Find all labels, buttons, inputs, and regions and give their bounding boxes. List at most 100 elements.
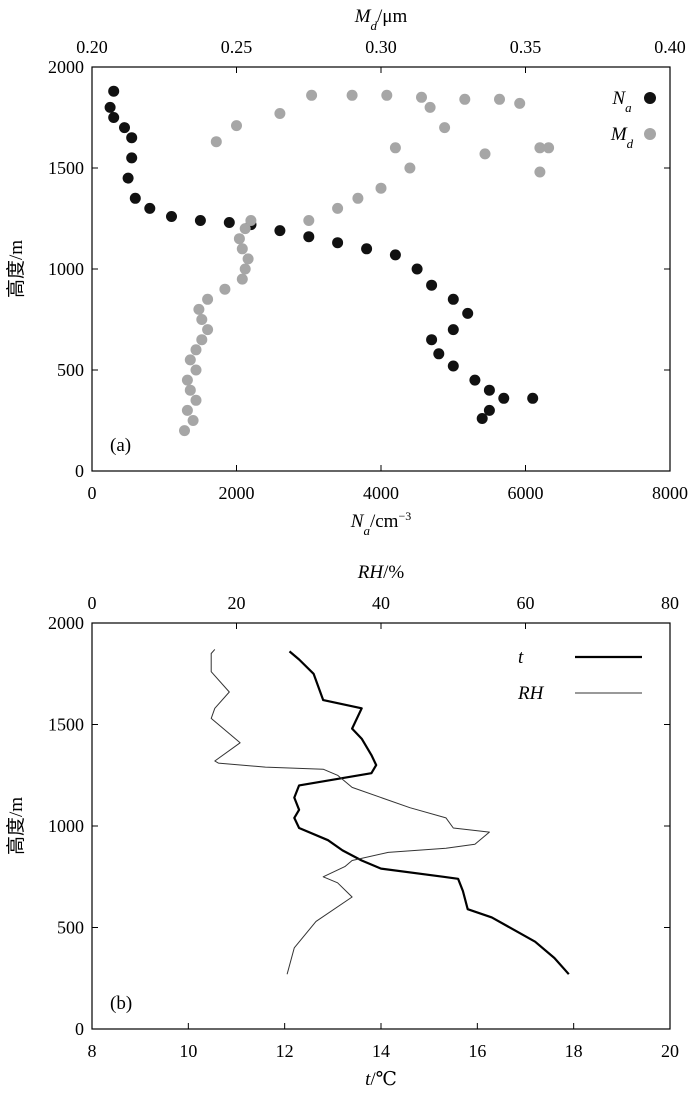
panel-a-panel-label: (a) bbox=[110, 435, 131, 456]
panel-a-series-na-point bbox=[274, 225, 286, 237]
panel-a-series-md-point bbox=[184, 354, 196, 366]
panel-a-series-md-point bbox=[479, 148, 491, 160]
panel-a-legend-subscript: a bbox=[625, 100, 632, 115]
panel-a-x-top-axis-subscript: d bbox=[371, 18, 378, 33]
panel-b-x-bottom-tick-label: 16 bbox=[468, 1041, 486, 1061]
panel-a-series-na-point bbox=[166, 211, 177, 222]
panel-a-x-bottom-axis-symbol: N bbox=[350, 511, 365, 532]
panel-a-series-na-point bbox=[447, 293, 459, 305]
panel-b-x-top-tick-label: 60 bbox=[517, 593, 535, 613]
panel-a-series-md-point bbox=[494, 93, 505, 105]
panel-a-series-md bbox=[179, 89, 555, 437]
panel-b-x-top-axis-unit: /% bbox=[383, 562, 404, 583]
panel-b-x-bottom-tick-label: 10 bbox=[179, 1041, 197, 1061]
panel-a-y-tick-label: 2000 bbox=[48, 57, 84, 77]
panel-a-series-md-point bbox=[231, 120, 242, 132]
panel-a-series-md-point bbox=[187, 415, 199, 426]
panel-a-x-bottom-tick-label: 2000 bbox=[219, 483, 255, 503]
panel-a-y-tick-label: 500 bbox=[57, 360, 84, 380]
panel-b-legend-label: RH bbox=[517, 683, 545, 704]
panel-b-plot-frame bbox=[91, 622, 671, 1030]
panel-a-x-top-axis-symbol: M bbox=[354, 6, 372, 27]
panel-b-x-top-axis-label: RH/% bbox=[357, 562, 405, 583]
panel-a-series-md-point bbox=[242, 253, 254, 265]
panel-a-legend-label: Na bbox=[611, 88, 632, 115]
panel-a-series-na-point bbox=[104, 101, 116, 113]
panel-a-x-top-tick-label: 0.25 bbox=[221, 37, 253, 57]
panel-b-legend-label: t bbox=[518, 647, 524, 668]
panel-a-series-md-point bbox=[236, 273, 248, 285]
panel-a-legend-label: Md bbox=[610, 124, 634, 151]
panel-a-series-md-point bbox=[184, 384, 196, 396]
panel-b-x-top-tick-label: 0 bbox=[88, 593, 97, 613]
panel-a-series-na-point bbox=[462, 307, 474, 319]
panel-a-series-md-point bbox=[239, 223, 251, 235]
panel-a-series-na-point bbox=[303, 231, 315, 243]
panel-b-y-tick-label: 0 bbox=[75, 1019, 84, 1039]
panel-a-y-tick-label: 1000 bbox=[48, 259, 84, 279]
panel-a-series-na-point bbox=[426, 334, 438, 346]
panel-a-series-md-point bbox=[190, 394, 202, 406]
panel-a-series-md-point bbox=[190, 364, 202, 376]
panel-a-series-na-point bbox=[447, 360, 459, 372]
panel-a-series-md-point bbox=[202, 324, 214, 336]
panel-a-x-bottom-tick-label: 8000 bbox=[652, 483, 688, 503]
panel-b-x-top-tick-label: 20 bbox=[228, 593, 246, 613]
panel-a-y-tick-label: 1500 bbox=[48, 158, 84, 178]
panel-a-series-md-point bbox=[424, 101, 436, 113]
panel-a-x-top-tick-label: 0.30 bbox=[365, 37, 397, 57]
panel-a-series-md-point bbox=[381, 89, 393, 101]
panel-a-x-top-tick-label: 0.40 bbox=[654, 37, 686, 57]
panel-a-x-top-axis-unit: /μm bbox=[377, 6, 407, 27]
panel-a-legend-symbol: M bbox=[610, 124, 628, 145]
panel-a-series-md-point bbox=[274, 108, 286, 119]
panel-a-series-md-point bbox=[210, 136, 222, 148]
panel-a-x-bottom-axis-label: Na/cm−3 bbox=[350, 509, 411, 538]
panel-a-x-top-tick-label: 0.35 bbox=[510, 37, 542, 57]
panel-a-series-md-point bbox=[346, 89, 358, 101]
panel-a-x-top-axis-label: Md/μm bbox=[354, 6, 408, 33]
panel-b-x-top-axis-symbol: RH bbox=[357, 562, 385, 583]
panel-a-series-na-point bbox=[108, 85, 120, 97]
panel-a-series-na-point bbox=[122, 172, 134, 184]
panel-a-series-md-point bbox=[239, 263, 251, 275]
panel-a-series-na-point bbox=[223, 217, 235, 228]
panel-b-y-tick-label: 1000 bbox=[48, 816, 84, 836]
panel-b-y-axis-label: 高度/m bbox=[5, 797, 27, 855]
panel-a-series-na-point bbox=[498, 392, 510, 404]
panel-a-series-md-point bbox=[534, 142, 546, 154]
panel-a-series-na-point bbox=[389, 249, 401, 261]
panel-b-x-top-tick-label: 80 bbox=[661, 593, 679, 613]
panel-b-x-bottom-tick-label: 18 bbox=[565, 1041, 583, 1061]
panel-a-legend-symbol: N bbox=[611, 88, 626, 109]
panel-b-x-top-tick-label: 40 bbox=[372, 593, 390, 613]
panel-a-series-md-point bbox=[202, 293, 214, 305]
panel-a-x-bottom-tick-label: 4000 bbox=[363, 483, 399, 503]
panel-a-series-na-point bbox=[126, 132, 138, 144]
panel-a-series-md-point bbox=[196, 334, 208, 346]
panel-a-series-md-point bbox=[404, 162, 416, 174]
panel-a-series-na-point bbox=[433, 348, 445, 360]
panel-a-series-na-point bbox=[527, 392, 539, 404]
panel-b-y-tick-label: 1500 bbox=[48, 715, 84, 735]
panel-b-series-t-line bbox=[288, 650, 570, 975]
panel-b-x-bottom-tick-label: 14 bbox=[372, 1041, 390, 1061]
panel-a-series-na-point bbox=[469, 374, 481, 386]
panel-a-plot-frame bbox=[91, 66, 671, 472]
panel-a-series-md-point bbox=[514, 97, 526, 109]
panel-a-legend-marker bbox=[644, 128, 656, 140]
panel-a-series-md-point bbox=[416, 91, 427, 103]
panel-a-series-na-point bbox=[483, 404, 495, 416]
panel-a-series-na-point bbox=[126, 152, 138, 164]
panel-a-series-na-point bbox=[119, 122, 130, 134]
panel-a-series-md-point bbox=[190, 344, 202, 356]
panel-b-panel-label: (b) bbox=[110, 993, 132, 1014]
panel-a-series-na-point bbox=[108, 112, 120, 123]
panel-a-legend-marker bbox=[644, 92, 656, 104]
panel-a-legend-subscript: d bbox=[627, 136, 634, 151]
panel-b-x-bottom-axis-label: t/℃ bbox=[365, 1069, 397, 1090]
panel-b-x-bottom-tick-label: 8 bbox=[88, 1041, 97, 1061]
panel-a-x-bottom-axis-subscript: a bbox=[363, 523, 370, 538]
panel-a-series-na-point bbox=[144, 202, 156, 214]
